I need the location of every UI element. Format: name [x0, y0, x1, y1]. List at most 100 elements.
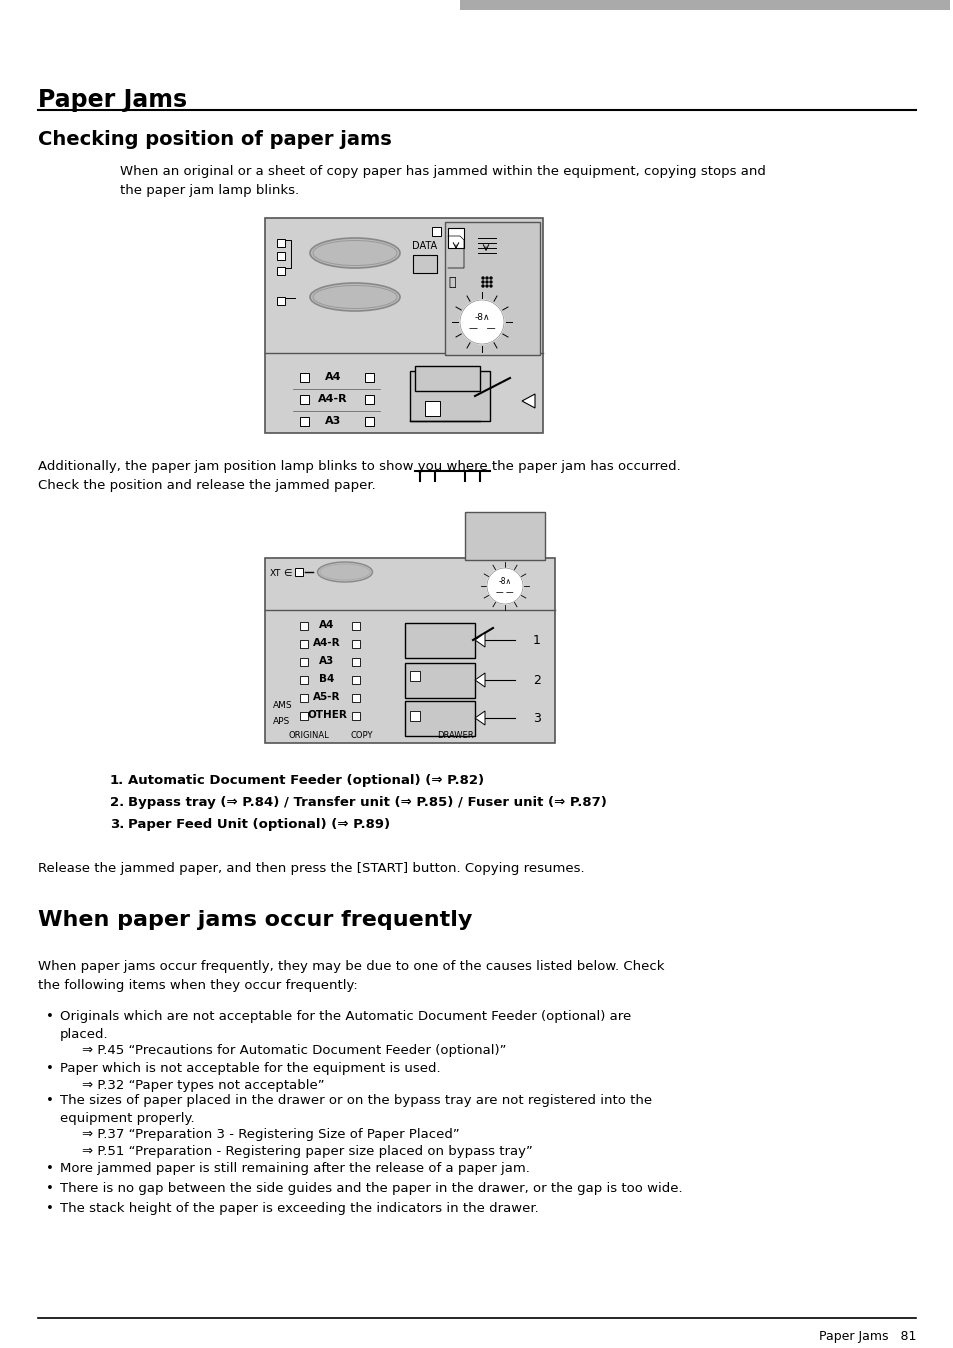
Text: -8∧
—   —: -8∧ — — — [468, 313, 495, 333]
Bar — [365, 395, 374, 404]
Circle shape — [485, 276, 488, 279]
Bar — [276, 252, 285, 260]
Bar — [405, 701, 475, 736]
Bar — [405, 663, 475, 698]
Bar — [299, 675, 308, 683]
Text: 1: 1 — [533, 634, 540, 647]
Text: A4-R: A4-R — [313, 638, 340, 648]
Polygon shape — [475, 673, 484, 687]
Bar — [459, 0, 949, 9]
Text: When an original or a sheet of copy paper has jammed within the equipment, copyi: When an original or a sheet of copy pape… — [120, 164, 765, 197]
Bar — [276, 267, 285, 275]
Bar — [299, 694, 308, 702]
Circle shape — [459, 301, 503, 344]
Text: A4: A4 — [319, 620, 335, 630]
Text: Paper Feed Unit (optional) (⇒ P.89): Paper Feed Unit (optional) (⇒ P.89) — [128, 818, 390, 830]
Circle shape — [490, 280, 492, 283]
Bar — [410, 371, 490, 421]
Polygon shape — [475, 634, 484, 647]
Text: When paper jams occur frequently: When paper jams occur frequently — [38, 910, 472, 930]
Bar — [299, 417, 309, 426]
Ellipse shape — [310, 239, 399, 268]
Text: Paper Jams   81: Paper Jams 81 — [818, 1330, 915, 1343]
Text: •: • — [46, 1010, 54, 1023]
Circle shape — [485, 284, 488, 287]
Bar — [352, 675, 359, 683]
Bar — [410, 671, 419, 681]
Text: •: • — [46, 1182, 54, 1194]
Text: ⇒ P.32 “Paper types not acceptable”: ⇒ P.32 “Paper types not acceptable” — [82, 1078, 324, 1092]
Circle shape — [486, 568, 522, 604]
Text: A3: A3 — [319, 656, 335, 666]
Bar — [265, 558, 555, 743]
Ellipse shape — [317, 562, 372, 582]
Bar — [299, 621, 308, 630]
Bar — [276, 239, 285, 247]
Bar — [352, 640, 359, 648]
Text: -8∧
— —: -8∧ — — — [496, 577, 514, 597]
Text: APS: APS — [273, 717, 290, 727]
Text: •: • — [46, 1202, 54, 1215]
Text: A3: A3 — [325, 417, 341, 426]
Bar — [299, 373, 309, 381]
Bar — [294, 568, 303, 576]
Circle shape — [485, 280, 488, 283]
Text: Paper Jams: Paper Jams — [38, 88, 187, 112]
Text: Release the jammed paper, and then press the [START] button. Copying resumes.: Release the jammed paper, and then press… — [38, 861, 584, 875]
Text: 1.: 1. — [110, 774, 124, 787]
Text: 3: 3 — [533, 712, 540, 724]
Text: More jammed paper is still remaining after the release of a paper jam.: More jammed paper is still remaining aft… — [60, 1162, 529, 1175]
Text: 2.: 2. — [110, 797, 124, 809]
Text: ⇒ P.37 “Preparation 3 - Registering Size of Paper Placed”: ⇒ P.37 “Preparation 3 - Registering Size… — [82, 1128, 459, 1140]
Text: There is no gap between the side guides and the paper in the drawer, or the gap : There is no gap between the side guides … — [60, 1182, 682, 1194]
Bar — [352, 658, 359, 666]
Text: DRAWER: DRAWER — [436, 732, 473, 740]
Ellipse shape — [319, 563, 370, 580]
Bar — [405, 623, 475, 658]
Bar — [265, 218, 542, 433]
Bar — [352, 712, 359, 720]
Text: Checking position of paper jams: Checking position of paper jams — [38, 129, 392, 150]
Bar — [424, 400, 439, 417]
Text: ∈: ∈ — [282, 568, 291, 578]
Text: Bypass tray (⇒ P.84) / Transfer unit (⇒ P.85) / Fuser unit (⇒ P.87): Bypass tray (⇒ P.84) / Transfer unit (⇒ … — [128, 797, 606, 809]
Text: •: • — [46, 1095, 54, 1107]
Ellipse shape — [313, 286, 396, 309]
Text: A4-R: A4-R — [318, 394, 348, 404]
Ellipse shape — [310, 283, 399, 311]
Bar — [413, 255, 436, 274]
Text: A5-R: A5-R — [313, 692, 340, 702]
Bar — [464, 512, 544, 559]
Ellipse shape — [313, 240, 396, 266]
Bar — [299, 395, 309, 404]
Text: •: • — [46, 1162, 54, 1175]
Text: COPY: COPY — [351, 732, 373, 740]
Text: DATA: DATA — [412, 241, 437, 251]
Polygon shape — [521, 394, 535, 408]
Bar — [299, 712, 308, 720]
Text: OTHER: OTHER — [307, 710, 347, 720]
Bar — [444, 222, 539, 355]
Bar — [365, 373, 374, 381]
Text: A4: A4 — [324, 372, 341, 381]
Text: When paper jams occur frequently, they may be due to one of the causes listed be: When paper jams occur frequently, they m… — [38, 960, 664, 992]
Text: •: • — [46, 1062, 54, 1074]
Bar — [448, 228, 463, 248]
Bar — [276, 297, 285, 305]
Bar — [299, 658, 308, 666]
Text: Additionally, the paper jam position lamp blinks to show you where the paper jam: Additionally, the paper jam position lam… — [38, 460, 680, 492]
Bar — [432, 226, 440, 236]
Text: B4: B4 — [319, 674, 335, 683]
Circle shape — [481, 280, 483, 283]
Text: The stack height of the paper is exceeding the indicators in the drawer.: The stack height of the paper is exceedi… — [60, 1202, 538, 1215]
Text: 2: 2 — [533, 674, 540, 686]
Bar — [352, 621, 359, 630]
Text: ORIGINAL: ORIGINAL — [289, 732, 329, 740]
Text: ⇒ P.45 “Precautions for Automatic Document Feeder (optional)”: ⇒ P.45 “Precautions for Automatic Docume… — [82, 1043, 506, 1057]
Text: 3.: 3. — [110, 818, 124, 830]
Text: Automatic Document Feeder (optional) (⇒ P.82): Automatic Document Feeder (optional) (⇒ … — [128, 774, 483, 787]
Circle shape — [490, 276, 492, 279]
Text: XT: XT — [270, 569, 281, 577]
Bar — [299, 640, 308, 648]
Bar — [365, 417, 374, 426]
